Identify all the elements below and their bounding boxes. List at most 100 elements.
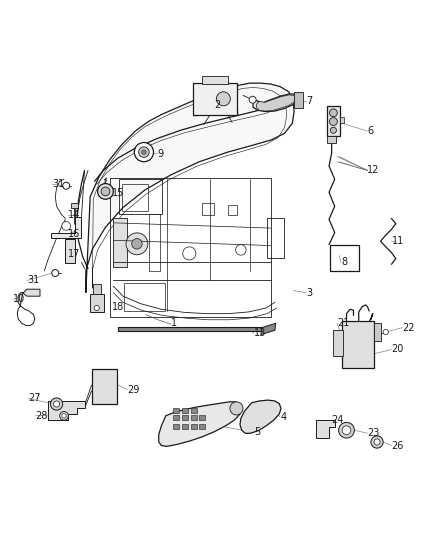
Circle shape bbox=[60, 411, 68, 420]
Circle shape bbox=[98, 183, 113, 199]
Bar bbox=[92, 369, 117, 404]
Text: 29: 29 bbox=[127, 385, 140, 394]
Text: 28: 28 bbox=[35, 411, 48, 421]
Text: 18: 18 bbox=[112, 302, 124, 312]
Text: 8: 8 bbox=[341, 257, 347, 267]
Polygon shape bbox=[257, 95, 296, 111]
Polygon shape bbox=[316, 420, 335, 438]
Bar bbox=[327, 135, 336, 143]
Circle shape bbox=[134, 142, 153, 161]
Text: 9: 9 bbox=[158, 149, 164, 159]
Text: 10: 10 bbox=[13, 294, 25, 304]
Bar bbox=[122, 183, 148, 211]
Circle shape bbox=[339, 422, 354, 438]
Bar bbox=[199, 424, 205, 429]
Bar bbox=[182, 415, 188, 420]
Bar bbox=[342, 321, 374, 368]
Circle shape bbox=[132, 239, 142, 249]
Bar bbox=[327, 106, 339, 135]
Text: 31: 31 bbox=[52, 180, 64, 189]
Text: 22: 22 bbox=[403, 322, 415, 333]
Text: 12: 12 bbox=[367, 165, 380, 175]
Bar bbox=[339, 117, 344, 123]
Bar bbox=[193, 83, 237, 115]
Bar bbox=[333, 330, 343, 356]
Text: 15: 15 bbox=[112, 188, 124, 198]
Text: 14: 14 bbox=[68, 210, 81, 220]
Text: 2: 2 bbox=[215, 100, 221, 110]
Bar bbox=[90, 294, 104, 312]
Text: 3: 3 bbox=[306, 288, 312, 298]
Circle shape bbox=[101, 187, 110, 196]
Bar bbox=[228, 205, 237, 215]
Text: 20: 20 bbox=[392, 344, 404, 354]
Circle shape bbox=[371, 436, 383, 448]
Text: 13: 13 bbox=[254, 328, 266, 338]
Circle shape bbox=[383, 329, 389, 335]
Text: 7: 7 bbox=[306, 95, 313, 106]
Circle shape bbox=[53, 401, 60, 407]
Bar bbox=[93, 284, 101, 294]
Bar bbox=[65, 239, 75, 263]
Text: 17: 17 bbox=[68, 249, 81, 259]
Circle shape bbox=[94, 305, 99, 311]
Circle shape bbox=[62, 222, 71, 230]
Bar bbox=[119, 179, 162, 214]
Polygon shape bbox=[253, 94, 298, 111]
Circle shape bbox=[230, 402, 243, 415]
Bar bbox=[294, 92, 303, 108]
Text: 6: 6 bbox=[367, 126, 374, 136]
Polygon shape bbox=[51, 217, 81, 238]
Bar bbox=[182, 408, 188, 413]
Text: 11: 11 bbox=[392, 236, 404, 246]
Circle shape bbox=[62, 414, 66, 418]
Bar bbox=[201, 76, 228, 84]
Bar bbox=[191, 415, 197, 420]
Bar bbox=[191, 424, 197, 429]
Circle shape bbox=[330, 127, 336, 133]
Text: 4: 4 bbox=[280, 412, 286, 422]
Circle shape bbox=[249, 96, 256, 103]
Bar bbox=[173, 424, 179, 429]
Bar bbox=[201, 203, 214, 215]
Text: 1: 1 bbox=[171, 318, 177, 328]
Polygon shape bbox=[18, 289, 40, 306]
Circle shape bbox=[142, 150, 146, 154]
Circle shape bbox=[374, 439, 380, 445]
Polygon shape bbox=[261, 323, 276, 335]
Bar bbox=[71, 203, 78, 207]
Text: 16: 16 bbox=[68, 229, 81, 239]
Bar bbox=[110, 178, 271, 317]
Bar bbox=[173, 408, 179, 413]
Text: 26: 26 bbox=[392, 440, 404, 450]
Bar bbox=[113, 219, 127, 266]
Polygon shape bbox=[48, 401, 85, 420]
Bar bbox=[182, 424, 188, 429]
Circle shape bbox=[216, 92, 230, 106]
Circle shape bbox=[126, 233, 148, 255]
Circle shape bbox=[50, 398, 63, 410]
Bar bbox=[173, 415, 179, 420]
Bar bbox=[199, 415, 205, 420]
Polygon shape bbox=[240, 400, 281, 433]
Bar bbox=[267, 219, 285, 258]
Text: 23: 23 bbox=[367, 429, 380, 438]
Circle shape bbox=[63, 182, 70, 189]
Circle shape bbox=[329, 109, 337, 117]
Circle shape bbox=[139, 147, 149, 157]
Circle shape bbox=[329, 118, 337, 125]
Bar bbox=[191, 408, 197, 413]
Text: 5: 5 bbox=[254, 427, 260, 438]
Text: 27: 27 bbox=[28, 393, 40, 403]
Text: 21: 21 bbox=[337, 318, 349, 328]
Text: 31: 31 bbox=[27, 276, 39, 286]
Polygon shape bbox=[159, 402, 242, 446]
Bar bbox=[124, 282, 165, 311]
Bar bbox=[118, 327, 262, 331]
Text: 24: 24 bbox=[332, 415, 344, 425]
Bar bbox=[149, 214, 160, 271]
Circle shape bbox=[342, 426, 351, 434]
Polygon shape bbox=[86, 83, 294, 293]
Circle shape bbox=[52, 270, 59, 277]
Bar bbox=[374, 323, 381, 341]
